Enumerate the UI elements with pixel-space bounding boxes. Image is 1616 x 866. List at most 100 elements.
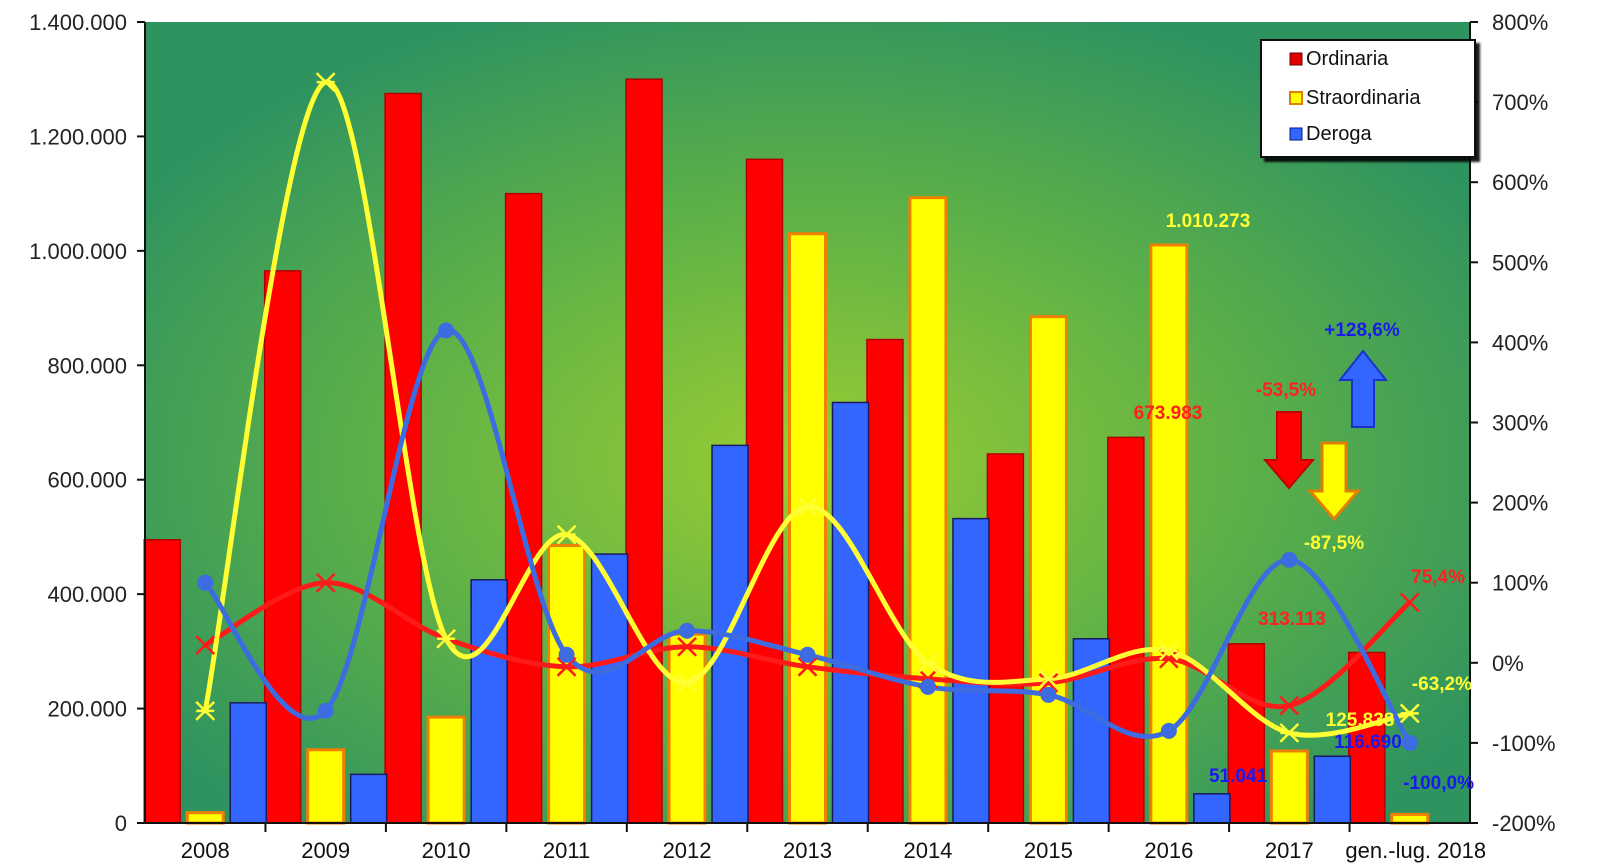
- y-tick-label-right-9: 700%: [1492, 90, 1548, 115]
- bar-straordinaria-5: [788, 232, 827, 825]
- x-tick-label-0: 2008: [181, 838, 230, 863]
- x-tick-label-8: 2016: [1144, 838, 1193, 863]
- y-tick-label-right-7: 500%: [1492, 250, 1548, 275]
- y-tick-label-left-2: 400.000: [47, 582, 127, 607]
- arrow-down-red-icon: [1262, 411, 1316, 490]
- annotation-ord-2017: 313.113: [1258, 609, 1326, 630]
- point-deroga-2: [438, 322, 455, 339]
- y-tick-label-left-7: 1.400.000: [29, 10, 127, 35]
- bar-ordinaria-0: [143, 539, 181, 824]
- bar-deroga-6: [952, 517, 990, 824]
- x-tick-label-3: 2011: [543, 838, 590, 863]
- legend-item-ordinaria: Ordinaria: [1289, 48, 1389, 70]
- y-ticks-left: 0 200.000 400.000 600.000 800.000 1.000.000 1.…: [29, 10, 145, 836]
- legend-item-straordinaria: Straordinaria: [1289, 87, 1421, 109]
- annotation-pct-stra-2018: -63,2%: [1412, 674, 1472, 695]
- point-ordinaria-9: [1279, 695, 1300, 716]
- bar-deroga-5: [831, 401, 870, 824]
- y-tick-label-right-0: -200%: [1492, 811, 1556, 836]
- bar-straordinaria-2: [426, 715, 466, 825]
- bar-straordinaria-1: [306, 748, 346, 825]
- x-tick-label-10: gen.-lug. 2018: [1345, 838, 1486, 863]
- legend-label-ordinaria: Ordinaria: [1306, 48, 1389, 70]
- y-tick-label-left-3: 600.000: [47, 468, 127, 493]
- top-strip: [0, 0, 1616, 24]
- point-ordinaria-8: [1158, 648, 1179, 669]
- point-deroga-1: [317, 702, 334, 719]
- bar-straordinaria-6: [908, 196, 948, 825]
- point-ordinaria-5: [797, 656, 818, 677]
- x-tick-label-4: 2012: [663, 838, 712, 863]
- x-tick-label-2: 2010: [422, 838, 471, 863]
- y-tick-label-right-5: 300%: [1492, 411, 1548, 436]
- annotation-der-2016: 51.041: [1209, 766, 1268, 787]
- point-straordinaria-2: [436, 628, 457, 649]
- y-tick-label-left-4: 800.000: [47, 353, 127, 378]
- point-ordinaria-7: [1038, 672, 1059, 693]
- arrow-down-yellow-icon: [1306, 441, 1362, 522]
- y-tick-label-left-1: 200.000: [47, 697, 127, 722]
- bar-ordinaria-1: [263, 270, 302, 824]
- point-straordinaria-8: [1158, 640, 1179, 661]
- annotation-pct-der-2018: -100,0%: [1403, 773, 1474, 794]
- x-tick-label-9: 2017: [1265, 838, 1314, 863]
- x-tick-label-1: 2009: [301, 838, 350, 863]
- point-straordinaria-7: [1038, 668, 1059, 689]
- bar-straordinaria-9: [1269, 749, 1309, 825]
- y-tick-label-right-10: 800%: [1492, 10, 1548, 35]
- y-tick-label-left-0: 0: [115, 811, 127, 836]
- bar-deroga-3: [590, 553, 629, 824]
- point-deroga-4: [679, 622, 696, 639]
- x-tick-label-7: 2015: [1024, 838, 1073, 863]
- x-ticks: 2008 2009 2010 2011 2012 2013 2014 2015 2016 2017…: [181, 823, 1486, 863]
- legend-label-straordinaria: Straordinaria: [1306, 87, 1421, 109]
- bar-ordinaria-7: [986, 453, 1025, 824]
- bar-straordinaria-10: [1390, 812, 1430, 825]
- y-tick-label-left-6: 1.200.000: [29, 124, 127, 149]
- legend-item-deroga: Deroga: [1289, 123, 1372, 145]
- y-tick-label-right-8: 600%: [1492, 170, 1548, 195]
- point-straordinaria-4: [677, 672, 697, 693]
- annotation-stra-2017: 125.838: [1326, 710, 1395, 731]
- bar-ordinaria-2: [384, 92, 422, 824]
- y-tick-label-right-6: 400%: [1492, 330, 1548, 355]
- point-straordinaria-9: [1279, 723, 1300, 743]
- point-deroga-9: [1281, 551, 1298, 568]
- bar-straordinaria-3: [547, 544, 587, 825]
- annotation-pct-stra-2017: -87,5%: [1304, 533, 1364, 554]
- bars-layer: [143, 78, 1430, 825]
- bar-ordinaria-5: [745, 158, 784, 824]
- bar-straordinaria-4: [667, 632, 707, 825]
- arrow-up-blue-icon: [1337, 349, 1389, 428]
- legend-swatch-straordinaria: [1289, 91, 1303, 105]
- point-ordinaria-10: [1399, 592, 1420, 613]
- y-ticks-right: -200% -100% 0% 100% 200% 300% 400% 500% 600% 700%…: [1470, 10, 1556, 836]
- point-ordinaria-3: [556, 656, 577, 677]
- annotation-pct-ord-2018: 75,4%: [1411, 567, 1465, 588]
- line-deroga-change: [202, 327, 1413, 746]
- y-tick-label-right-4: 200%: [1492, 491, 1548, 516]
- bar-ordinaria-9: [1227, 643, 1266, 824]
- point-deroga-6: [919, 678, 936, 695]
- point-straordinaria-3: [556, 524, 577, 545]
- y-tick-label-left-5: 1.000.000: [29, 239, 127, 264]
- legend-swatch-deroga: [1289, 127, 1303, 141]
- point-deroga-7: [1040, 686, 1057, 703]
- bar-ordinaria-8: [1107, 436, 1145, 824]
- point-straordinaria-0: [195, 700, 216, 721]
- point-straordinaria-1: [315, 72, 336, 92]
- y-tick-label-right-2: 0%: [1492, 651, 1524, 676]
- annotation-pct-der-2017: +128,6%: [1324, 320, 1400, 341]
- legend-swatch-ordinaria: [1289, 52, 1303, 66]
- x-tick-label-6: 2014: [903, 838, 952, 863]
- point-deroga-5: [799, 646, 816, 663]
- bar-deroga-0: [229, 702, 267, 824]
- point-ordinaria-1: [315, 572, 336, 593]
- annotation-der-2017: 116.690: [1334, 732, 1402, 753]
- bar-straordinaria-7: [1028, 315, 1068, 825]
- bar-deroga-8: [1193, 793, 1231, 824]
- y-tick-label-right-1: -100%: [1492, 731, 1556, 756]
- point-deroga-3: [558, 646, 575, 663]
- markers-layer: [195, 72, 1420, 751]
